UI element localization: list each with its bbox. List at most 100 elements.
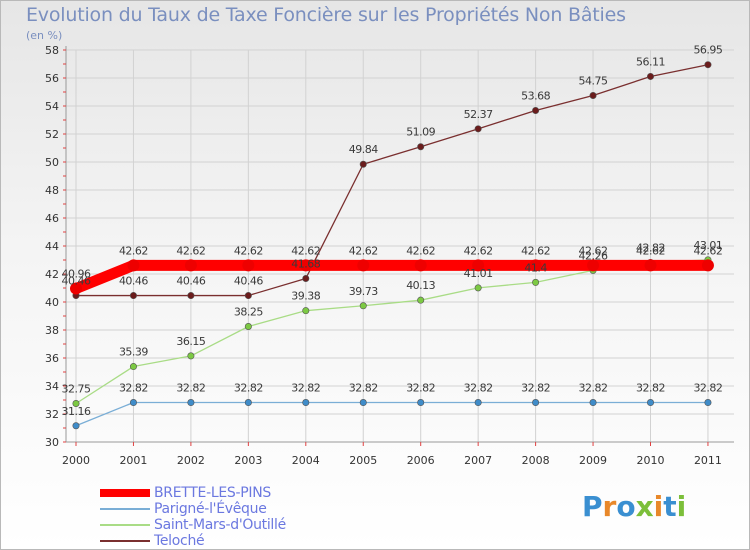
data-label: 32.82 bbox=[693, 382, 722, 395]
data-point bbox=[359, 160, 367, 168]
data-label: 42.62 bbox=[234, 244, 263, 257]
data-point bbox=[299, 259, 312, 272]
data-label: 53.68 bbox=[521, 89, 550, 102]
data-label: 32.82 bbox=[119, 382, 148, 395]
data-label: 42.62 bbox=[176, 244, 205, 257]
data-point bbox=[187, 399, 195, 407]
x-tick-label: 2003 bbox=[234, 454, 262, 467]
data-point bbox=[417, 143, 425, 151]
data-point bbox=[646, 399, 654, 407]
data-label: 40.46 bbox=[234, 275, 263, 288]
y-tick-label: 38 bbox=[45, 324, 59, 337]
data-label: 40.13 bbox=[406, 279, 435, 292]
data-point bbox=[129, 292, 137, 300]
data-label: 56.11 bbox=[636, 55, 665, 68]
data-point bbox=[589, 92, 597, 100]
legend-label: Teloché bbox=[154, 533, 205, 549]
data-label: 42.62 bbox=[521, 244, 550, 257]
data-point bbox=[532, 278, 540, 286]
logo-letter: P bbox=[582, 490, 603, 523]
data-label: 42.62 bbox=[119, 244, 148, 257]
data-label: 32.82 bbox=[234, 382, 263, 395]
data-label: 32.82 bbox=[176, 382, 205, 395]
data-label: 40.46 bbox=[119, 275, 148, 288]
data-label: 32.82 bbox=[464, 382, 493, 395]
data-label: 40.96 bbox=[62, 268, 91, 281]
data-point bbox=[70, 282, 82, 295]
data-point bbox=[244, 322, 252, 330]
y-tick-label: 50 bbox=[45, 156, 59, 169]
data-point bbox=[532, 106, 540, 114]
data-point bbox=[244, 292, 252, 300]
data-label: 42.62 bbox=[406, 244, 435, 257]
data-point bbox=[472, 259, 485, 272]
legend-label: Parigné-l'Évêque bbox=[154, 501, 267, 517]
data-label: 32.82 bbox=[349, 382, 378, 395]
data-label: 49.84 bbox=[349, 143, 378, 156]
data-point bbox=[184, 259, 197, 272]
data-label: 54.75 bbox=[579, 75, 608, 88]
data-point bbox=[474, 284, 482, 292]
x-tick-label: 2004 bbox=[292, 454, 320, 467]
x-tick-label: 2001 bbox=[119, 454, 147, 467]
data-label: 39.73 bbox=[349, 285, 378, 298]
data-point bbox=[302, 307, 310, 315]
data-label: 42.26 bbox=[579, 249, 608, 262]
data-label: 31.16 bbox=[62, 405, 91, 418]
data-point bbox=[72, 422, 80, 430]
chart-unit-label: (en %) bbox=[26, 29, 63, 42]
data-point bbox=[359, 302, 367, 310]
data-label: 42.62 bbox=[579, 244, 608, 257]
legend-item: Teloché bbox=[100, 533, 360, 549]
data-point bbox=[129, 363, 137, 371]
x-tick-label: 2008 bbox=[522, 454, 550, 467]
data-label: 43.01 bbox=[693, 239, 722, 252]
data-point bbox=[701, 259, 714, 272]
legend-item: Saint-Mars-d'Outillé bbox=[100, 517, 360, 533]
y-tick-label: 58 bbox=[45, 44, 59, 57]
series-line bbox=[75, 259, 709, 405]
data-label: 32.82 bbox=[521, 382, 550, 395]
logo-letter: o bbox=[616, 490, 636, 523]
chart-title: Evolution du Taux de Taxe Foncière sur l… bbox=[26, 4, 626, 26]
data-point bbox=[644, 259, 657, 272]
legend-swatch bbox=[100, 489, 150, 497]
data-label: 51.09 bbox=[406, 126, 435, 139]
data-label: 52.37 bbox=[464, 108, 493, 121]
x-tick-label: 2009 bbox=[579, 454, 607, 467]
y-tick-label: 52 bbox=[45, 128, 59, 141]
legend-label: BRETTE-LES-PINS bbox=[154, 485, 271, 501]
data-label: 56.95 bbox=[693, 44, 722, 57]
series-line bbox=[75, 401, 709, 427]
legend-label: Saint-Mars-d'Outillé bbox=[154, 517, 286, 533]
data-point bbox=[187, 292, 195, 300]
data-label: 42.82 bbox=[636, 242, 665, 255]
data-label: 32.75 bbox=[62, 383, 91, 396]
x-tick-label: 2006 bbox=[407, 454, 435, 467]
data-point bbox=[302, 274, 310, 282]
legend-swatch bbox=[100, 508, 150, 510]
y-tick-label: 32 bbox=[45, 408, 59, 421]
data-point bbox=[127, 259, 140, 272]
data-point bbox=[704, 399, 712, 407]
data-label: 32.82 bbox=[636, 382, 665, 395]
proxiti-logo: Proxiti bbox=[582, 490, 686, 523]
data-label: 41.01 bbox=[464, 267, 493, 280]
y-tick-label: 30 bbox=[45, 436, 59, 449]
data-point bbox=[532, 399, 540, 407]
legend-item: Parigné-l'Évêque bbox=[100, 501, 360, 517]
data-label: 39.38 bbox=[291, 290, 320, 303]
data-point bbox=[529, 259, 542, 272]
y-tick-label: 42 bbox=[45, 268, 59, 281]
logo-letter: r bbox=[602, 490, 617, 523]
y-tick-label: 36 bbox=[45, 352, 59, 365]
data-point bbox=[357, 259, 370, 272]
data-point bbox=[704, 61, 712, 69]
data-label: 36.15 bbox=[176, 335, 205, 348]
logo-letter: i bbox=[653, 490, 664, 523]
logo-letter: t bbox=[663, 490, 677, 523]
data-label: 42.62 bbox=[636, 244, 665, 257]
series-line bbox=[75, 64, 709, 297]
